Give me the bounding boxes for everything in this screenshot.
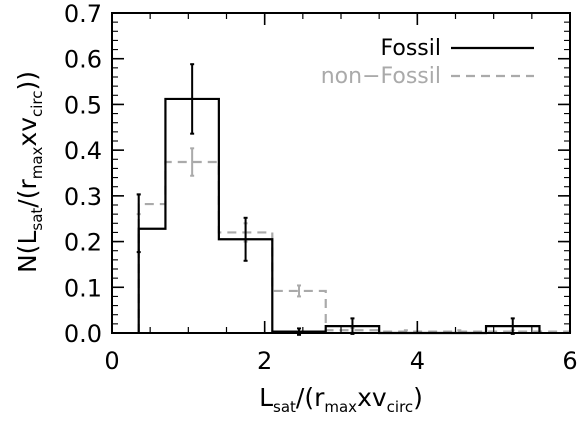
y-tick-label: 0.2 — [64, 229, 102, 257]
x-tick-label: 6 — [562, 347, 577, 375]
y-axis-title-slash: /(r — [13, 179, 42, 208]
y-tick-label: 0.6 — [64, 46, 102, 74]
legend-label-fossil: Fossil — [381, 36, 441, 61]
error-bar-non-fossil-1 — [190, 147, 195, 177]
error-bar-fossil-1 — [190, 63, 195, 135]
histogram-line-non-fossil — [137, 160, 572, 333]
y-tick-label: 0.7 — [64, 0, 102, 28]
x-axis-title: Lsat/(rmaxxvcirc) — [259, 383, 423, 416]
axis-ticks — [111, 12, 571, 334]
tick-labels: 0 2 4 6 0.0 0.1 0.2 0.3 0.4 0.5 0.6 0.7 — [64, 0, 578, 375]
y-axis-title: N(Lsat/(rmaxxvcirc)) — [13, 71, 46, 273]
x-tick-label: 0 — [104, 347, 119, 375]
plot-frame — [111, 12, 571, 334]
y-axis-title-L-sub: sat — [28, 208, 46, 231]
x-axis-title-close: ) — [413, 383, 423, 412]
x-tick-label: 2 — [257, 347, 272, 375]
y-axis-title-close: )) — [13, 71, 42, 91]
y-tick-label: 0.5 — [64, 91, 102, 119]
x-tick-label: 4 — [410, 347, 425, 375]
y-axis-title-v-sub: circ — [28, 90, 46, 117]
x-axis-title-L: L — [259, 383, 273, 412]
y-tick-label: 0.0 — [64, 320, 102, 348]
histogram-line-fossil — [137, 97, 541, 335]
legend-label-non-fossil: non−Fossil — [321, 64, 441, 89]
legend: Fossil non−Fossil — [321, 36, 534, 89]
y-tick-label: 0.3 — [64, 183, 102, 211]
error-bar-fossil-2 — [243, 216, 248, 262]
plot-content — [136, 63, 572, 336]
y-tick-label: 0.4 — [64, 137, 102, 165]
x-axis-title-mid: xv — [357, 383, 387, 412]
x-axis-title-L-sub: sat — [273, 398, 296, 416]
error-bar-non-fossil-3 — [297, 284, 302, 298]
y-axis-title-mid: xv — [13, 117, 42, 147]
x-axis-title-r-sub: max — [324, 398, 357, 416]
error-bar-fossil-0 — [136, 193, 141, 254]
y-tick-label: 0.1 — [64, 274, 102, 302]
x-axis-title-slash: /(r — [296, 383, 325, 412]
x-axis-title-v-sub: circ — [387, 398, 414, 416]
y-axis-title-r-sub: max — [28, 146, 46, 179]
y-axis-title-N: N(L — [13, 231, 42, 273]
